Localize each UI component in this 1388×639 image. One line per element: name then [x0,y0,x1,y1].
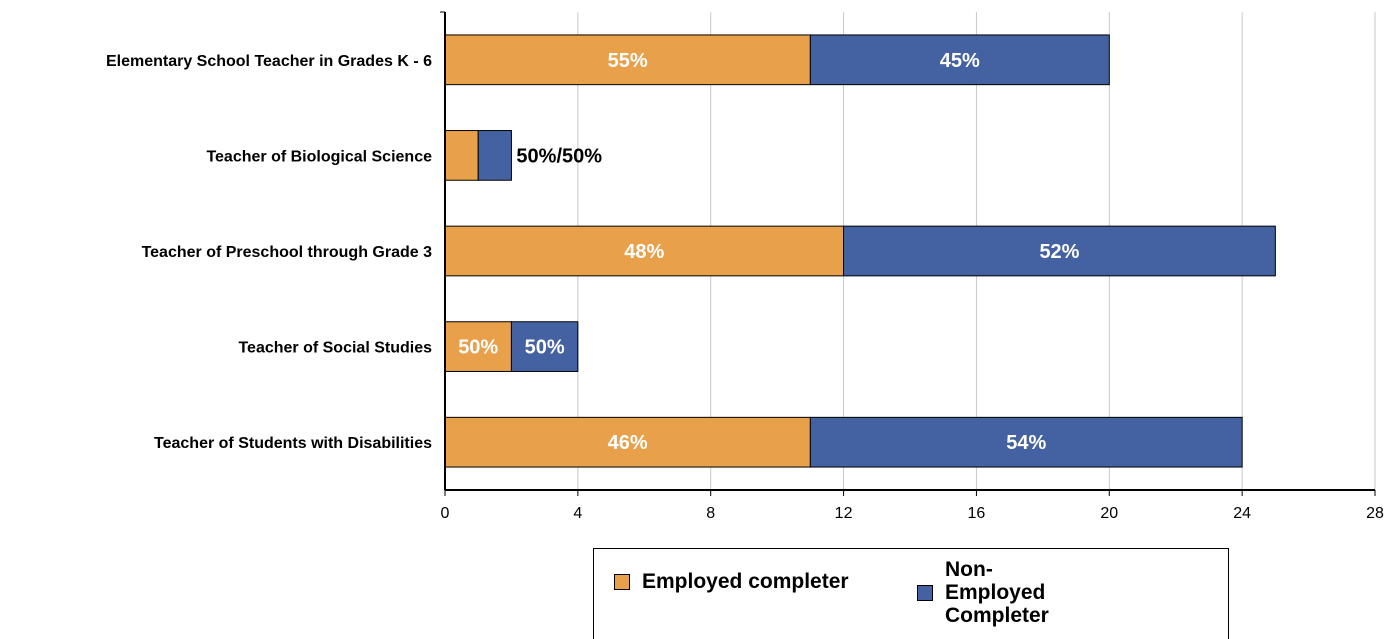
x-tick-label: 4 [573,505,582,522]
x-tick-label: 8 [706,505,715,522]
bar-non-employed [510,321,579,372]
data-label: 45% [940,50,980,72]
data-label: 52% [1039,241,1079,263]
bar-non-employed [477,130,512,181]
bar-employed [444,225,845,277]
category-label: Teacher of Students with Disabilities [154,435,432,452]
bars [444,34,1276,468]
category-label: Teacher of Preschool through Grade 3 [142,244,433,261]
data-label: 46% [608,432,648,454]
data-label: 50% [525,337,565,359]
bar-non-employed [809,34,1110,86]
x-tick-label: 20 [1100,505,1118,522]
x-tick-label: 24 [1233,505,1251,522]
x-tick-label: 0 [441,505,450,522]
legend-item-employed: Employed completer [614,570,849,593]
bar-employed [444,321,512,372]
legend-label-non-employed: Non-Employed Completer [945,558,1049,627]
bar-non-employed [809,416,1243,468]
bar-non-employed [843,225,1276,277]
bar-employed [444,130,479,181]
data-label: 48% [624,241,664,263]
legend-item-non-employed: Non-Employed Completer [917,558,1085,627]
legend-swatch-non-employed [917,584,933,601]
x-tick-label: 28 [1366,505,1384,522]
labels: 0 4 8 12 16 20 24 28 55% 45% Elementary School Tea… [106,50,1384,522]
x-tick-label: 16 [968,505,986,522]
x-tick-label: 12 [835,505,853,522]
category-label: Teacher of Social Studies [238,340,432,357]
annotation-label: 50%/50% [516,145,602,167]
category-label: Teacher of Biological Science [206,148,432,165]
legend-swatch-employed [614,573,630,590]
legend-label-employed: Employed completer [642,570,849,593]
data-label: 50% [458,337,498,359]
data-label: 55% [608,50,648,72]
stacked-bar-chart: 0 4 8 12 16 20 24 28 55% 45% Elementary School Tea… [106,11,1384,522]
data-label: 54% [1006,432,1046,454]
legend: Employed completer Non-Employed Complete… [593,548,1229,639]
category-label: Elementary School Teacher in Grades K - … [106,53,432,70]
axes [440,11,1376,496]
